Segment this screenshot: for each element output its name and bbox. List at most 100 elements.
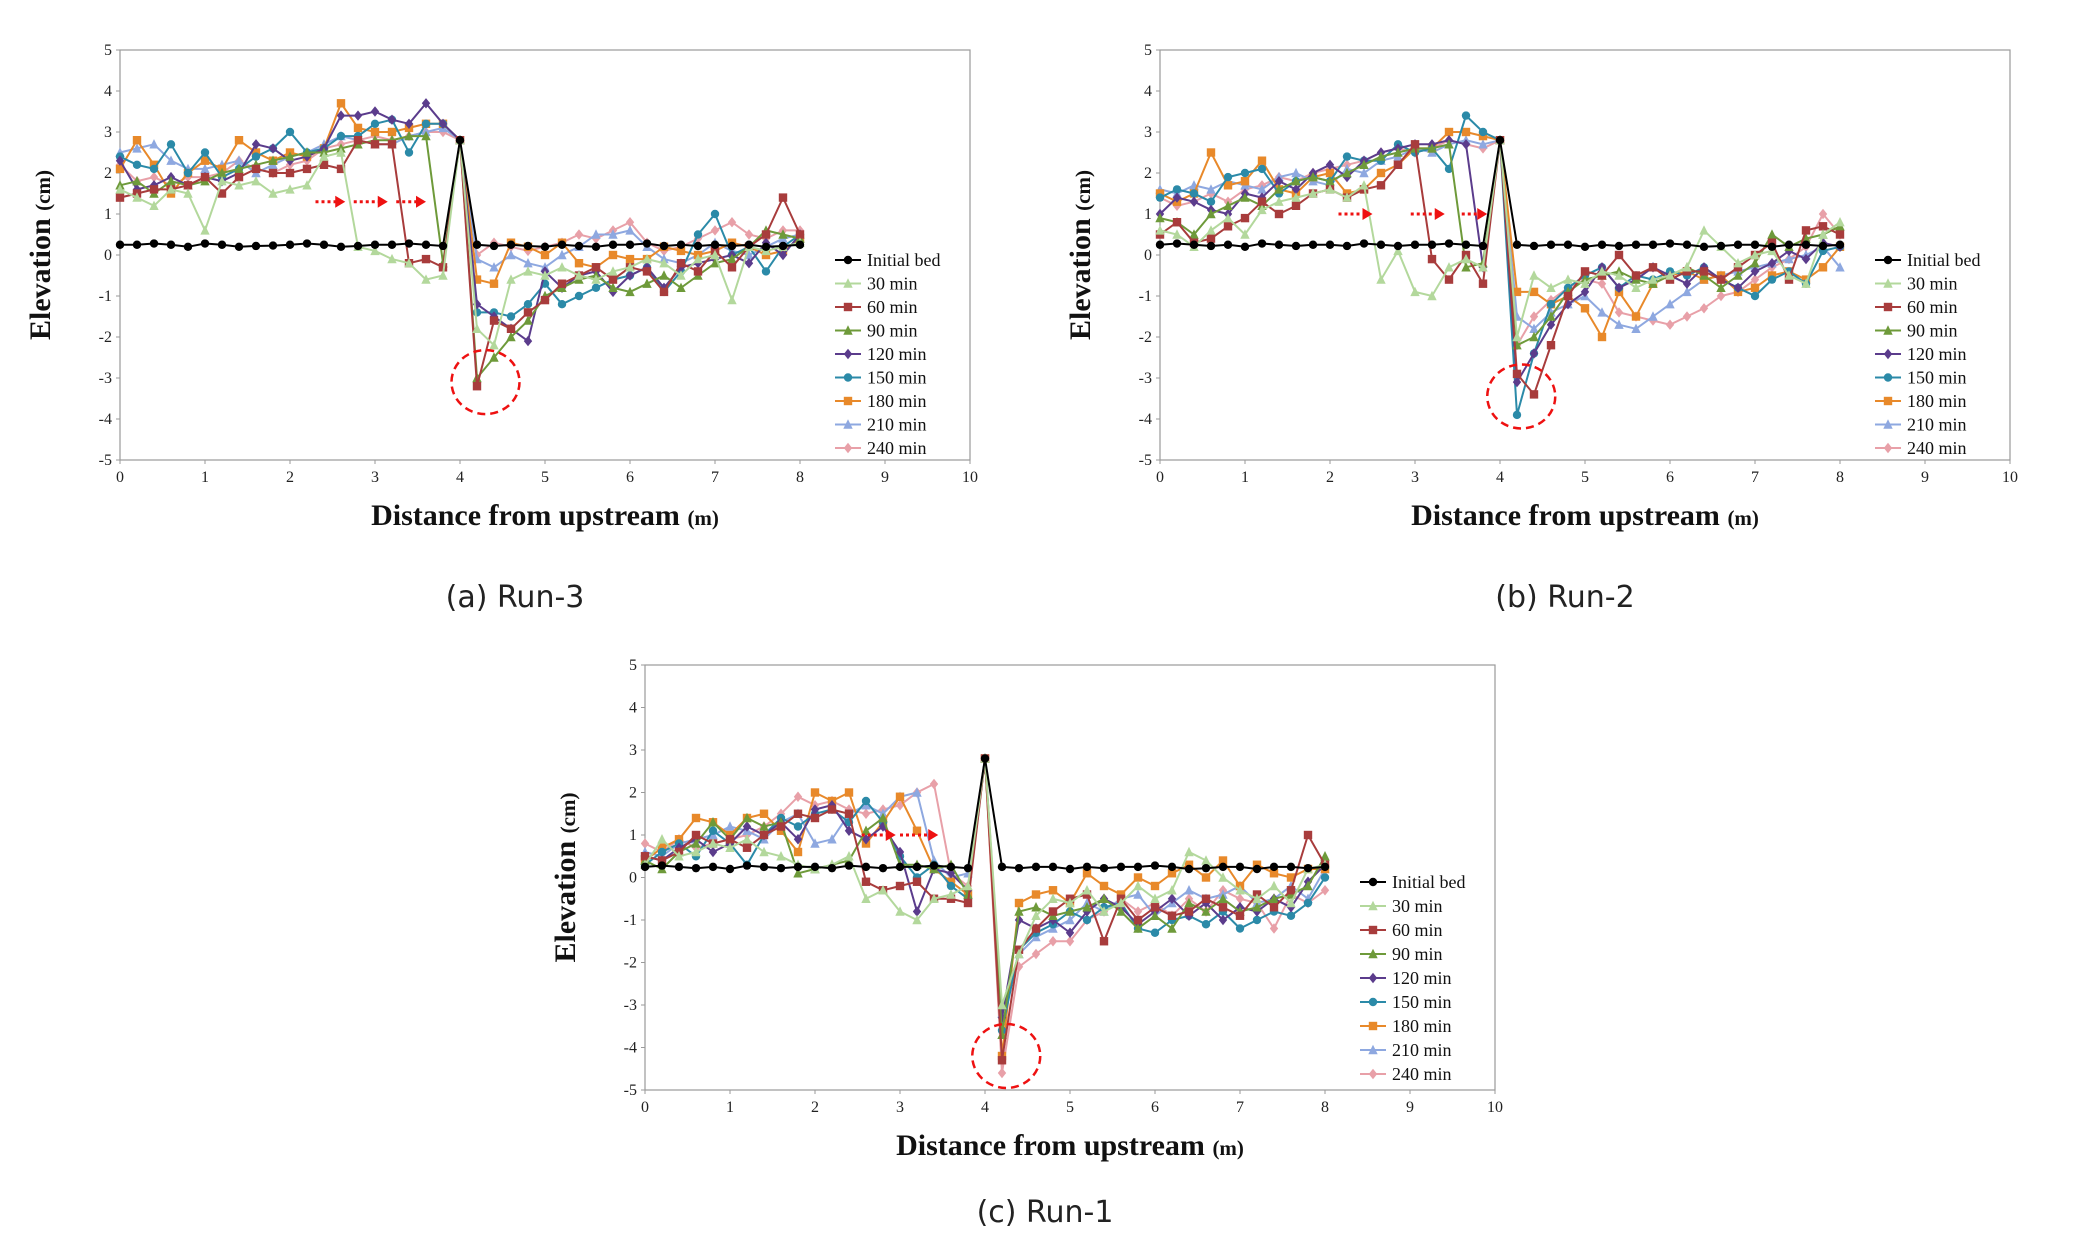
data-point [574, 241, 584, 251]
data-point [1201, 855, 1211, 865]
data-point [1167, 923, 1177, 933]
legend: Initial bed 30 min 60 min 90 min 120 min 150 … [1360, 872, 1465, 1084]
data-point [1082, 885, 1092, 895]
data-point [1257, 156, 1267, 165]
flow-arrow-head [1477, 208, 1488, 220]
data-point [336, 147, 346, 157]
data-point [1291, 192, 1301, 202]
data-point [1308, 188, 1318, 198]
data-point [1133, 906, 1143, 917]
data-point [1614, 282, 1624, 293]
x-tick-label: 2 [811, 1099, 819, 1116]
x-tick-label: 7 [1236, 1099, 1244, 1116]
data-point [1269, 923, 1279, 934]
data-point [1733, 258, 1743, 268]
data-point [1546, 240, 1556, 249]
data-point [608, 240, 618, 249]
data-point [1082, 890, 1092, 899]
data-point [1546, 300, 1556, 309]
data-point [1529, 241, 1539, 251]
y-tick-label: 4 [1144, 83, 1152, 100]
legend-swatch-marker [843, 419, 853, 429]
data-point [1682, 278, 1692, 289]
data-point [438, 241, 448, 251]
data-point [1784, 240, 1794, 249]
data-point [149, 185, 159, 194]
data-point [827, 863, 837, 873]
data-point [217, 167, 227, 178]
data-point [149, 239, 159, 248]
data-point [115, 184, 125, 194]
data-point [1099, 881, 1109, 891]
legend-label: Initial bed [1907, 250, 1980, 270]
data-point [778, 249, 788, 261]
data-point [489, 262, 499, 272]
data-point [1376, 240, 1386, 249]
data-point [778, 241, 788, 251]
data-point [506, 331, 516, 342]
data-point [878, 863, 888, 873]
data-point [708, 862, 718, 872]
data-point [929, 861, 939, 870]
data-point [540, 295, 550, 305]
data-point [1240, 177, 1250, 186]
data-point [710, 240, 720, 249]
series-30-min [115, 135, 805, 350]
data-point [1801, 233, 1811, 243]
data-point [676, 259, 686, 268]
y-tick-label: -5 [1139, 452, 1152, 469]
data-point [1444, 262, 1454, 272]
data-point [1257, 197, 1267, 206]
data-point [1818, 208, 1828, 220]
data-point [1235, 893, 1245, 904]
scour-highlight-circle [1486, 363, 1557, 430]
data-point [489, 340, 499, 350]
data-point [1320, 885, 1330, 896]
data-point [1223, 222, 1233, 231]
data-point [132, 192, 142, 202]
data-point [1218, 903, 1228, 912]
data-point [608, 229, 618, 239]
data-point [319, 151, 329, 161]
data-point [1393, 160, 1403, 169]
data-point [1325, 176, 1335, 186]
data-point [1218, 893, 1228, 903]
data-point [727, 217, 737, 228]
series-60-min [640, 754, 1330, 1065]
data-point [1529, 331, 1539, 342]
data-point [1478, 139, 1488, 149]
data-point [1631, 312, 1641, 321]
data-point [1167, 893, 1177, 904]
flow-arrow-head [928, 829, 939, 841]
data-point [1116, 906, 1126, 916]
data-point [674, 862, 684, 872]
data-point [1031, 910, 1041, 920]
y-tick-label: -4 [624, 1040, 637, 1057]
data-point [793, 847, 803, 857]
y-tick-label: -2 [1139, 329, 1152, 346]
data-point [625, 217, 635, 228]
data-point [1818, 241, 1828, 251]
chart-panel-run-2: 5 4 3 2 1 0 -1 -2 -3 -4 -5 0 1 2 3 4 5 6 7 8 9 10 Distance fro… [1060, 30, 2070, 535]
data-point [657, 847, 667, 857]
data-point [1048, 907, 1058, 916]
data-point [912, 914, 922, 925]
data-point [895, 800, 905, 811]
data-point [895, 881, 905, 891]
data-point [640, 852, 650, 861]
data-point [336, 110, 346, 121]
data-point [217, 240, 227, 249]
data-point [640, 838, 650, 849]
data-point [895, 846, 905, 858]
data-point [1031, 948, 1041, 960]
data-point [336, 164, 346, 174]
data-point [404, 258, 414, 268]
flow-arrow [1338, 208, 1373, 220]
data-point [608, 282, 618, 292]
data-point [1252, 864, 1262, 874]
data-point [878, 821, 888, 832]
legend-item: 210 min [835, 415, 927, 435]
legend-item: 210 min [1875, 415, 1967, 435]
data-point [1286, 911, 1296, 920]
